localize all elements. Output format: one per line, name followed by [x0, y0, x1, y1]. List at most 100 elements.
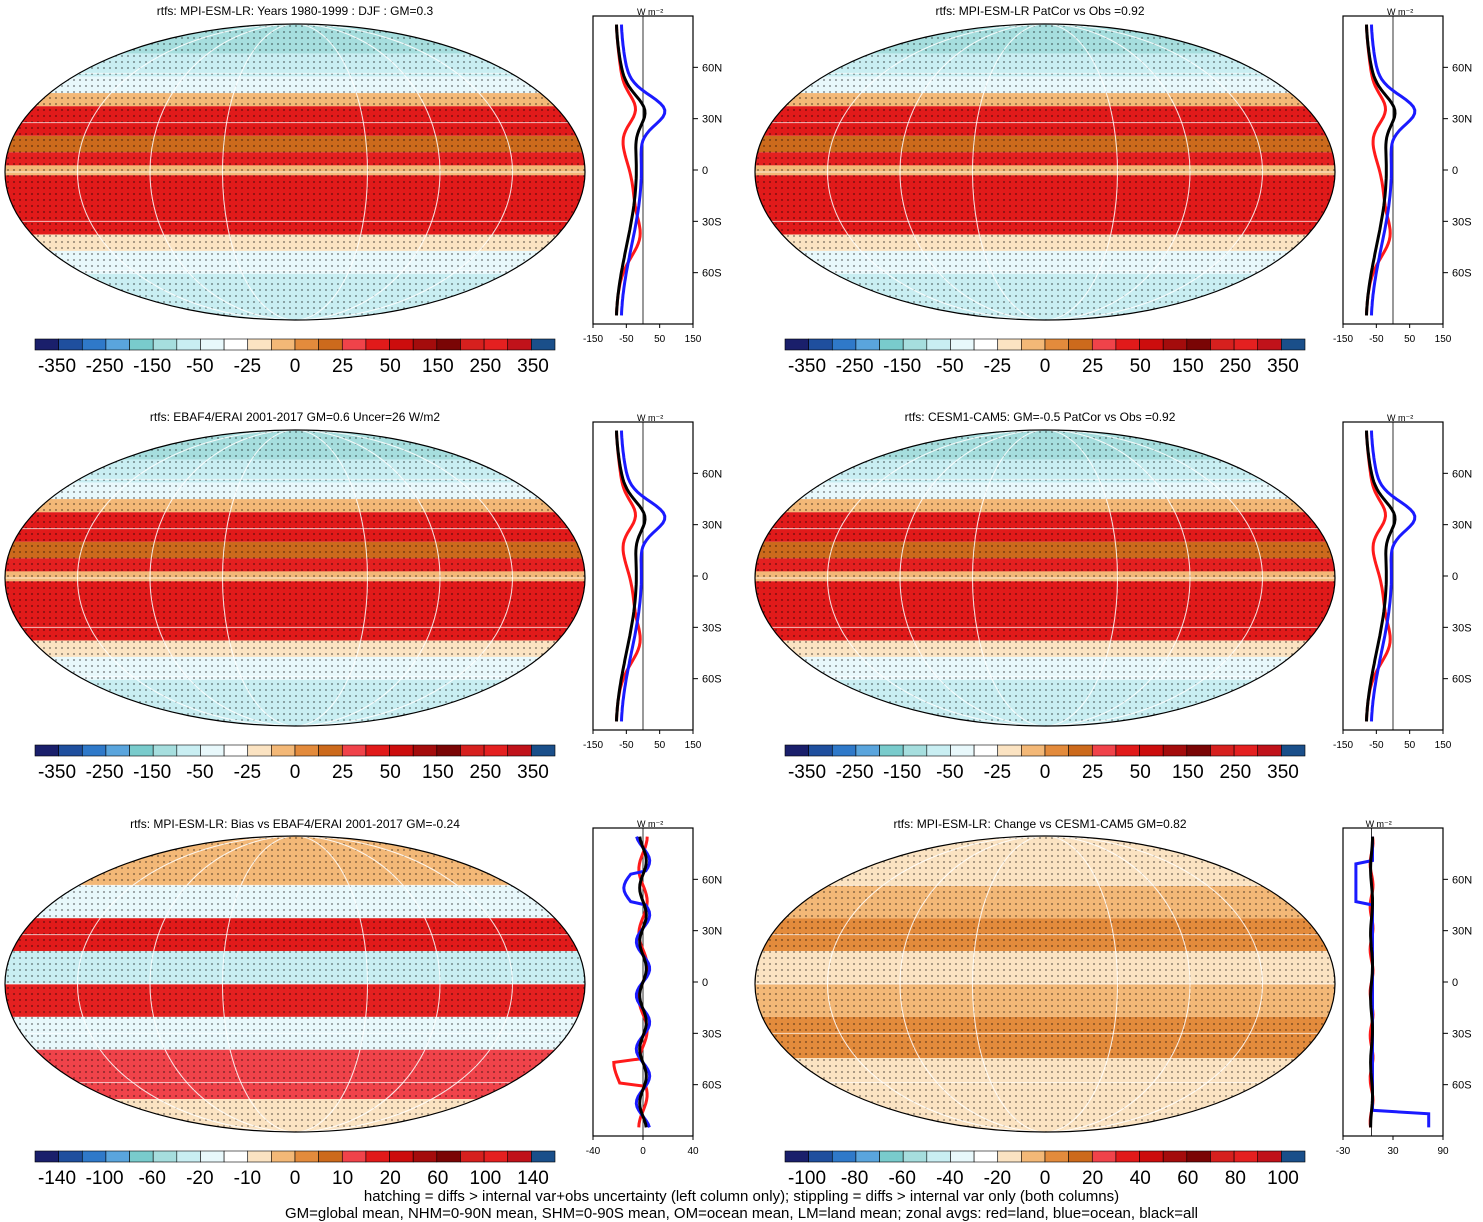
colorbar-tick-label: -150 — [883, 356, 921, 377]
colorbar-swatch — [436, 744, 461, 757]
zonal-mean-panel-1: W m⁻² 60N 30N 0 30S 60S -150 -50 50 150 — [583, 7, 722, 345]
colorbar-swatch — [223, 338, 249, 351]
lat-tick-label: 60N — [702, 62, 722, 74]
map-panel-1 — [4, 23, 586, 321]
colorbar-swatch — [105, 1150, 130, 1163]
lat-tick-label: 60N — [702, 468, 722, 480]
colorbar-swatch — [1257, 1150, 1282, 1163]
colorbar-swatch — [34, 744, 59, 757]
colorbar-swatch — [58, 338, 83, 351]
units-label: W m⁻² — [637, 413, 663, 423]
colorbar-tick-label: -50 — [936, 762, 963, 783]
map-outline — [754, 23, 1336, 321]
colorbar-swatch — [926, 338, 951, 351]
colorbar-swatch — [341, 1150, 367, 1163]
colorbar-swatch — [879, 744, 904, 757]
colorbar-tick-label: 350 — [517, 762, 549, 783]
colorbar-tick-label: 0 — [290, 356, 301, 377]
colorbar-swatch — [365, 1150, 390, 1163]
colorbar-swatch — [1186, 338, 1211, 351]
colorbar-swatch — [855, 1150, 880, 1163]
colorbar-tick-label: -50 — [186, 762, 213, 783]
colorbar-swatch — [129, 1150, 154, 1163]
colorbar-swatch — [81, 1150, 107, 1163]
colorbar-swatch — [879, 1150, 904, 1163]
footnote-line-1: hatching = diffs > internal var+obs unce… — [363, 1188, 1120, 1205]
colorbar-tick-label: -10 — [234, 1168, 261, 1189]
colorbar-swatch — [176, 744, 201, 757]
colorbar-tick-label: -100 — [86, 1168, 124, 1189]
map-panel-3 — [4, 429, 586, 727]
lat-tick-label: 60S — [702, 268, 722, 280]
panel-title: rtfs: MPI-ESM-LR: Bias vs EBAF4/ERAI 200… — [130, 817, 460, 831]
colorbar-tick-label: 140 — [517, 1168, 549, 1189]
x-tick-label: 50 — [654, 740, 666, 751]
colorbar-tick-label: -350 — [788, 762, 826, 783]
lat-tick-label: 0 — [702, 571, 708, 583]
colorbar-swatch — [1281, 744, 1306, 757]
colorbar-tick-label: -50 — [186, 356, 213, 377]
colorbar-swatch — [152, 744, 178, 757]
x-tick-label: -40 — [586, 1146, 601, 1157]
zonal-line-all — [1365, 24, 1397, 316]
colorbar-swatch — [341, 338, 367, 351]
zonal-line-all — [615, 24, 647, 316]
map-panel-2 — [754, 23, 1336, 321]
colorbar-swatch — [271, 744, 296, 757]
colorbar-swatch — [129, 744, 154, 757]
colorbar-tick-label: 350 — [1267, 356, 1299, 377]
colorbar-swatch — [294, 744, 319, 757]
colorbar-tick-label: 80 — [1225, 1168, 1246, 1189]
colorbar-tick-label: -350 — [38, 356, 76, 377]
colorbar-swatch — [1162, 744, 1188, 757]
colorbar-swatch — [1044, 338, 1069, 351]
colorbar-tick-label: -20 — [984, 1168, 1011, 1189]
x-tick-label: 50 — [1404, 334, 1416, 345]
colorbar-swatch — [1233, 1150, 1259, 1163]
colorbar-swatch — [1139, 1150, 1164, 1163]
lat-tick-label: 30N — [702, 114, 722, 126]
colorbar-tick-label: -25 — [234, 356, 261, 377]
colorbar-swatch — [129, 338, 154, 351]
colorbar-swatch — [784, 338, 809, 351]
colorbar-tick-label: 50 — [1130, 356, 1151, 377]
zonal-line-ocean — [1370, 430, 1417, 722]
units-label: W m⁻² — [637, 819, 663, 829]
colorbar-tick-label: -150 — [133, 762, 171, 783]
colorbar-swatch — [1115, 1150, 1140, 1163]
units-label: W m⁻² — [637, 7, 663, 17]
colorbar-swatch — [1257, 744, 1282, 757]
colorbar-6: -100 -80 -60 -40 -20 0 20 40 60 80 100 — [784, 1150, 1306, 1189]
colorbar-tick-label: 150 — [1172, 356, 1204, 377]
panel-title: rtfs: EBAF4/ERAI 2001-2017 GM=0.6 Uncer=… — [149, 410, 441, 424]
colorbar-swatch — [412, 1150, 438, 1163]
lat-tick-label: 0 — [1452, 571, 1458, 583]
colorbar-tick-label: 100 — [1267, 1168, 1299, 1189]
colorbar-swatch — [950, 338, 975, 351]
map-outline — [4, 429, 586, 727]
zonal-mean-panel-4: W m⁻² 60N 30N 0 30S 60S -150 -50 50 150 — [1333, 413, 1472, 751]
colorbar-tick-label: 25 — [1082, 356, 1103, 377]
lat-tick-label: 60S — [702, 1080, 722, 1092]
colorbar-tick-label: 25 — [332, 356, 353, 377]
map-panel-6 — [754, 835, 1336, 1133]
colorbar-tick-label: -80 — [841, 1168, 868, 1189]
colorbar-swatch — [483, 1150, 509, 1163]
colorbar-tick-label: -250 — [836, 356, 874, 377]
colorbar-tick-label: 20 — [380, 1168, 401, 1189]
colorbar-tick-label: 250 — [1220, 762, 1252, 783]
colorbar-tick-label: 60 — [427, 1168, 448, 1189]
colorbar-swatch — [58, 744, 83, 757]
colorbar-swatch — [389, 744, 414, 757]
colorbar-swatch — [1210, 1150, 1235, 1163]
x-tick-label: 40 — [687, 1146, 699, 1157]
zonal-line-all — [1365, 430, 1397, 722]
colorbar-swatch — [1233, 744, 1259, 757]
colorbar-swatch — [507, 1150, 532, 1163]
colorbar-swatch — [1021, 1150, 1046, 1163]
colorbar-swatch — [997, 1150, 1022, 1163]
colorbar-swatch — [436, 1150, 461, 1163]
colorbar-tick-label: -150 — [133, 356, 171, 377]
colorbar-swatch — [902, 338, 928, 351]
zonal-frame — [1342, 827, 1444, 1137]
